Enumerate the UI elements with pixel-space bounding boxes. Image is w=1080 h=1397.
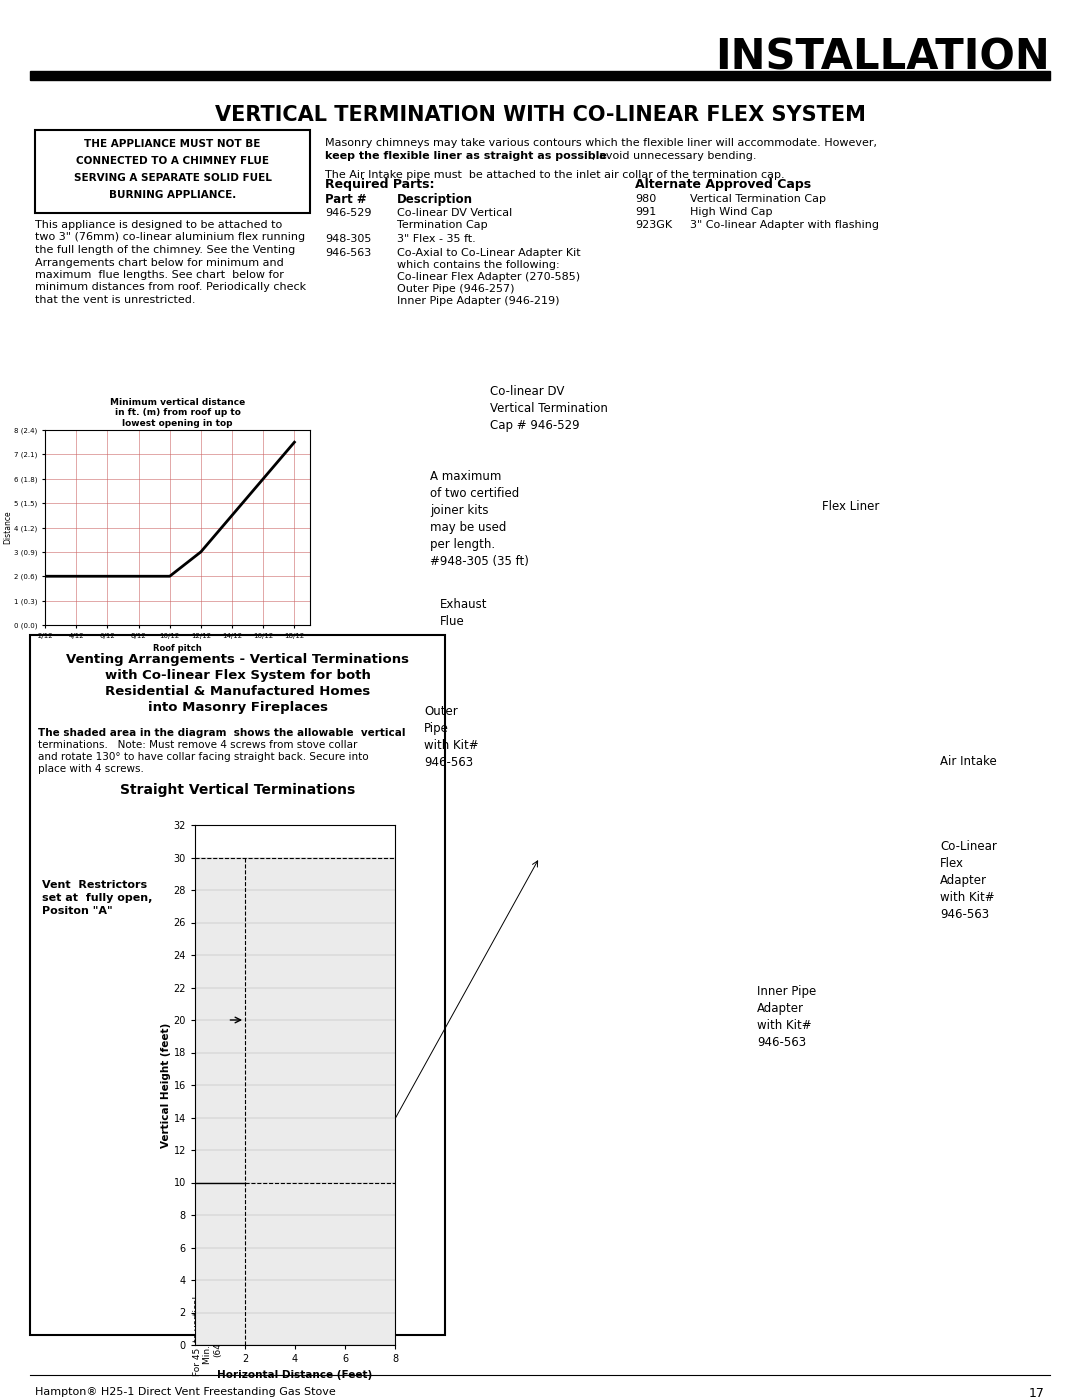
Bar bbox=[232, 834, 267, 837]
Text: High Wind Cap: High Wind Cap bbox=[690, 207, 772, 217]
Text: 8-1/2"(216mm): 8-1/2"(216mm) bbox=[258, 904, 267, 974]
Text: minimum distances from roof. Periodically check: minimum distances from roof. Periodicall… bbox=[35, 282, 306, 292]
Text: which contains the following:: which contains the following: bbox=[397, 260, 559, 270]
Text: 991: 991 bbox=[635, 207, 657, 217]
Text: Co-linear DV
Vertical Termination
Cap # 946-529: Co-linear DV Vertical Termination Cap # … bbox=[490, 386, 608, 432]
Text: The shaded area in the diagram  shows the allowable  vertical: The shaded area in the diagram shows the… bbox=[38, 728, 405, 738]
Bar bbox=[30, 71, 1050, 80]
Text: VERTICAL TERMINATION WITH CO-LINEAR FLEX SYSTEM: VERTICAL TERMINATION WITH CO-LINEAR FLEX… bbox=[215, 105, 865, 124]
Text: Inner Pipe
Adapter
with Kit#
946-563: Inner Pipe Adapter with Kit# 946-563 bbox=[757, 985, 816, 1049]
Text: Outer Pipe (946-257): Outer Pipe (946-257) bbox=[397, 284, 514, 293]
Text: Residential & Manufactured Homes: Residential & Manufactured Homes bbox=[105, 685, 370, 698]
Text: INSTALLATION: INSTALLATION bbox=[715, 36, 1050, 80]
Text: A maximum
of two certified
joiner kits
may be used
per length.
#948-305 (35 ft): A maximum of two certified joiner kits m… bbox=[430, 469, 529, 569]
Text: Inner Pipe Adapter (946-219): Inner Pipe Adapter (946-219) bbox=[397, 296, 559, 306]
Bar bbox=[30, 636, 445, 1336]
Text: 1: 1 bbox=[257, 1178, 262, 1187]
Text: 3" Co-linear Adapter with flashing: 3" Co-linear Adapter with flashing bbox=[690, 219, 879, 231]
Text: CONNECTED TO A CHIMNEY FLUE: CONNECTED TO A CHIMNEY FLUE bbox=[76, 156, 269, 166]
Text: Co-Axial to Co-Linear Adapter Kit: Co-Axial to Co-Linear Adapter Kit bbox=[397, 249, 581, 258]
Title: Minimum vertical distance
in ft. (m) from roof up to
lowest opening in top: Minimum vertical distance in ft. (m) fro… bbox=[110, 398, 245, 427]
Text: Exhaust
Flue: Exhaust Flue bbox=[440, 598, 487, 629]
Text: Part #: Part # bbox=[325, 193, 366, 205]
Text: Outer
Pipe
with Kit#
946-563: Outer Pipe with Kit# 946-563 bbox=[424, 705, 478, 768]
Bar bbox=[237, 837, 261, 849]
Text: with Co-linear Flex System for both: with Co-linear Flex System for both bbox=[105, 669, 370, 682]
Text: and rotate 130° to have collar facing straight back. Secure into: and rotate 130° to have collar facing st… bbox=[38, 752, 368, 761]
Text: Venting Arrangements - Vertical Terminations: Venting Arrangements - Vertical Terminat… bbox=[66, 652, 409, 666]
Text: place with 4 screws.: place with 4 screws. bbox=[38, 764, 144, 774]
Polygon shape bbox=[195, 858, 395, 1345]
Text: 3" Flex - 35 ft.: 3" Flex - 35 ft. bbox=[397, 235, 476, 244]
Text: Co-linear Flex Adapter (270-585): Co-linear Flex Adapter (270-585) bbox=[397, 272, 580, 282]
Text: Co-linear DV Vertical: Co-linear DV Vertical bbox=[397, 208, 512, 218]
Text: Vertical Termination Cap: Vertical Termination Cap bbox=[690, 194, 826, 204]
Text: Alternate Approved Caps: Alternate Approved Caps bbox=[635, 177, 811, 191]
Text: Termination Cap: Termination Cap bbox=[397, 219, 488, 231]
Text: 946-563: 946-563 bbox=[325, 249, 372, 258]
Text: 17: 17 bbox=[1029, 1387, 1045, 1397]
Text: Vent  Restrictors
set at  fully open,
Positon "A": Vent Restrictors set at fully open, Posi… bbox=[42, 880, 152, 916]
Text: 948-305: 948-305 bbox=[325, 235, 372, 244]
Text: Straight Vertical Terminations: Straight Vertical Terminations bbox=[120, 782, 355, 798]
Text: that the vent is unrestricted.: that the vent is unrestricted. bbox=[35, 295, 195, 305]
Y-axis label: Vertical Height (feet): Vertical Height (feet) bbox=[161, 1023, 171, 1147]
Bar bbox=[232, 849, 267, 858]
Text: For 45  to vertical
Min. 25-1/2"
(648mm): For 45 to vertical Min. 25-1/2" (648mm) bbox=[192, 1296, 222, 1376]
Text: SERVING A SEPARATE SOLID FUEL: SERVING A SEPARATE SOLID FUEL bbox=[73, 173, 271, 183]
Y-axis label: Min. Vertical
Distance: Min. Vertical Distance bbox=[0, 504, 13, 552]
Text: Description: Description bbox=[397, 193, 473, 205]
Text: 923GK: 923GK bbox=[635, 219, 672, 231]
Text: into Masonry Fireplaces: into Masonry Fireplaces bbox=[148, 701, 327, 714]
Text: 980: 980 bbox=[635, 194, 657, 204]
X-axis label: Roof pitch: Roof pitch bbox=[153, 644, 202, 654]
Text: keep the flexible liner as straight as possible: keep the flexible liner as straight as p… bbox=[325, 151, 607, 161]
Text: Arrangements chart below for minimum and: Arrangements chart below for minimum and bbox=[35, 257, 284, 267]
Text: , avoid unnecessary bending.: , avoid unnecessary bending. bbox=[592, 151, 756, 161]
Text: the full length of the chimney. See the Venting: the full length of the chimney. See the … bbox=[35, 244, 295, 256]
Text: Required Parts:: Required Parts: bbox=[325, 177, 434, 191]
Bar bbox=[254, 1158, 308, 1199]
Text: maximum  flue lengths. See chart  below for: maximum flue lengths. See chart below fo… bbox=[35, 270, 284, 279]
Text: two 3" (76mm) co-linear aluminium flex running: two 3" (76mm) co-linear aluminium flex r… bbox=[35, 232, 306, 243]
Text: terminations.   Note: Must remove 4 screws from stove collar: terminations. Note: Must remove 4 screws… bbox=[38, 740, 357, 750]
Text: BURNING APPLIANCE.: BURNING APPLIANCE. bbox=[109, 190, 237, 200]
Text: Co-Linear
Flex
Adapter
with Kit#
946-563: Co-Linear Flex Adapter with Kit# 946-563 bbox=[940, 840, 997, 921]
Text: Hampton® H25-1 Direct Vent Freestanding Gas Stove: Hampton® H25-1 Direct Vent Freestanding … bbox=[35, 1387, 336, 1397]
Text: The Air Intake pipe must  be attached to the inlet air collar of the termination: The Air Intake pipe must be attached to … bbox=[325, 170, 785, 180]
Text: 10'-6"(3.2m) Min.: 10'-6"(3.2m) Min. bbox=[310, 1221, 320, 1306]
Text: This appliance is designed to be attached to: This appliance is designed to be attache… bbox=[35, 219, 282, 231]
Bar bbox=[35, 130, 310, 212]
Text: Air Intake: Air Intake bbox=[940, 754, 997, 768]
Text: THE APPLIANCE MUST NOT BE: THE APPLIANCE MUST NOT BE bbox=[84, 138, 260, 149]
Bar bbox=[245, 858, 254, 1345]
Bar bbox=[248, 858, 251, 1345]
Text: 30' (9.1m) Max.: 30' (9.1m) Max. bbox=[287, 982, 297, 1059]
Text: 1: 1 bbox=[235, 1178, 242, 1187]
Text: Masonry chimneys may take various contours which the flexible liner will accommo: Masonry chimneys may take various contou… bbox=[325, 138, 877, 148]
Text: Flex Liner: Flex Liner bbox=[822, 500, 879, 513]
X-axis label: Horizontal Distance (Feet): Horizontal Distance (Feet) bbox=[217, 1369, 373, 1380]
Text: 946-529: 946-529 bbox=[325, 208, 372, 218]
